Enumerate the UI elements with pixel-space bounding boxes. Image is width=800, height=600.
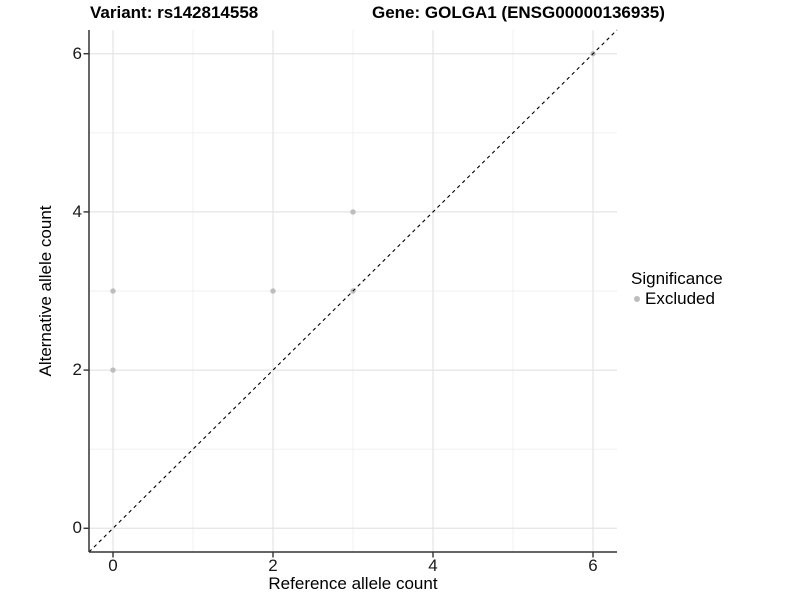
- x-axis-tick-label: 6: [588, 556, 598, 575]
- x-axis-tick-label: 4: [428, 556, 438, 575]
- data-point: [350, 209, 356, 215]
- data-point: [270, 288, 276, 294]
- legend-item-label: Excluded: [645, 289, 715, 308]
- excluded-point-icon: [634, 296, 640, 302]
- x-axis-title: Reference allele count: [268, 574, 438, 593]
- y-axis-tick-label: 2: [72, 360, 82, 380]
- y-axis-tick-label: 6: [72, 43, 82, 63]
- legend: Significance Excluded: [631, 269, 723, 309]
- plot-title-gene: Gene: GOLGA1 (ENSG00000136935): [372, 3, 665, 22]
- legend-title: Significance: [631, 269, 723, 288]
- x-axis-tick-label: 0: [108, 556, 118, 575]
- y-axis-title: Alternative allele count: [36, 205, 55, 377]
- legend-item-excluded: Excluded: [631, 289, 723, 309]
- plot-title-variant: Variant: rs142814558: [90, 3, 259, 22]
- y-axis-tick-label: 4: [72, 201, 82, 221]
- y-axis-tick-label: 0: [72, 518, 82, 538]
- x-axis-tick-label: 2: [268, 556, 278, 575]
- data-point: [110, 367, 116, 373]
- identity-reference-line: [88, 29, 618, 553]
- data-point: [110, 288, 116, 294]
